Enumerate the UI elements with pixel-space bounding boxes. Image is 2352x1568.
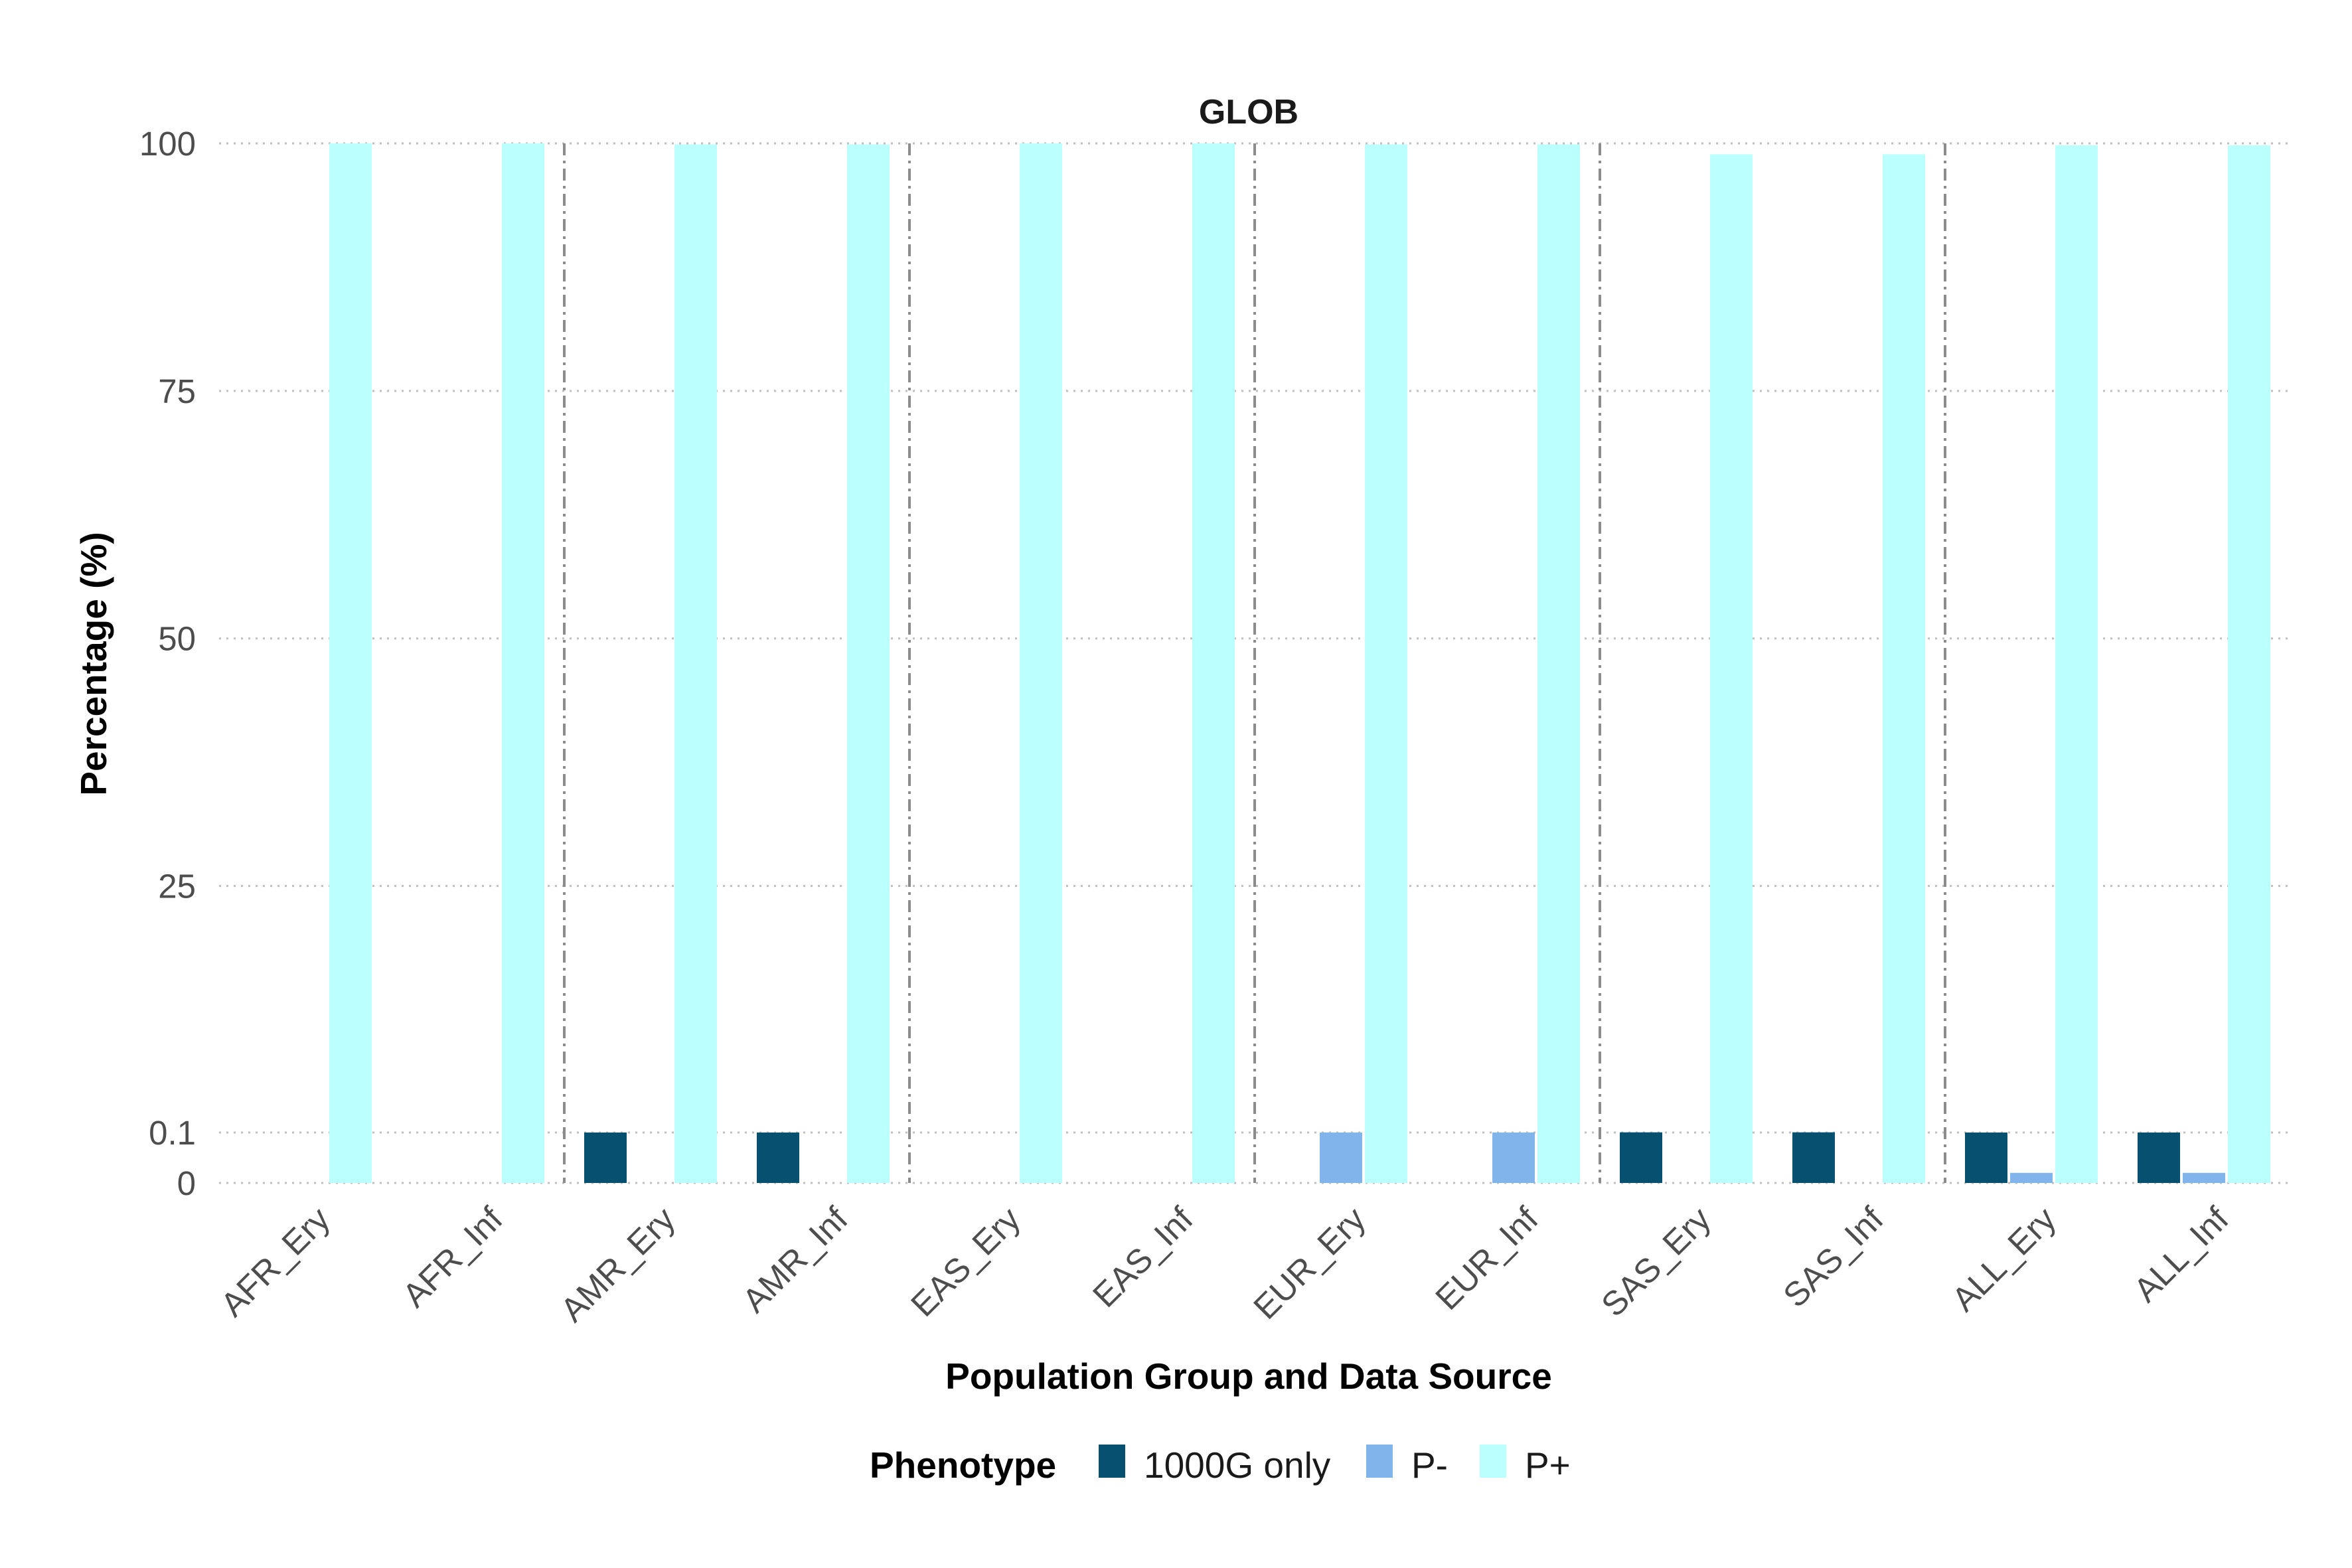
- y-axis-title: Percentage (%): [73, 532, 114, 795]
- bar-SAS_Inf-p-: [1883, 154, 1925, 1184]
- y-tick-label: 0.1: [149, 1114, 196, 1152]
- bar-SAS_Inf-1000g-only: [1792, 1132, 1835, 1183]
- x-tick-label: EUR_Ery: [1246, 1200, 1373, 1326]
- bar-AMR_Inf-p-: [847, 144, 890, 1184]
- legend-swatch: [1480, 1445, 1506, 1478]
- x-tick-label: AFR_Inf: [395, 1200, 510, 1314]
- legend-label: P-: [1411, 1445, 1448, 1486]
- x-axis-title: Population Group and Data Source: [945, 1356, 1552, 1397]
- x-tick-label: AFR_Ery: [213, 1200, 337, 1324]
- x-tick-label: AMR_Inf: [735, 1200, 855, 1320]
- bar-AFR_Ery-p-: [329, 143, 372, 1183]
- bar-ALL_Ery-p-: [2055, 145, 2098, 1183]
- bar-SAS_Ery-1000g-only: [1620, 1132, 1662, 1183]
- bar-EUR_Ery-p-: [1320, 1133, 1362, 1183]
- bar-AFR_Inf-p-: [502, 143, 544, 1183]
- bar-ALL_Ery-1000g-only: [1965, 1133, 2007, 1183]
- x-tick-label: ALL_Inf: [2126, 1200, 2236, 1309]
- y-tick-label: 100: [139, 125, 196, 163]
- x-tick-label: EUR_Inf: [1428, 1200, 1545, 1317]
- x-tick-label: SAS_Inf: [1776, 1200, 1891, 1314]
- y-tick-label: 75: [158, 372, 196, 410]
- bar-EAS_Inf-p-: [1192, 143, 1235, 1183]
- legend-label: P+: [1525, 1445, 1571, 1486]
- x-tick-label: EAS_Ery: [903, 1200, 1028, 1324]
- x-tick-label: EAS_Inf: [1085, 1200, 1200, 1314]
- x-tick-label: SAS_Ery: [1594, 1200, 1718, 1324]
- bar-ALL_Inf-p-: [2228, 145, 2270, 1183]
- bar-ALL_Ery-p-: [2010, 1172, 2053, 1183]
- bar-SAS_Ery-p-: [1710, 154, 1753, 1184]
- y-axis-ticks: 0 0.1 25 50 75 100: [139, 125, 196, 1202]
- bars: [329, 143, 2270, 1184]
- x-axis-ticks: AFR_Ery AFR_Inf AMR_Ery AMR_Inf EAS_Ery EAS_I…: [213, 1200, 2236, 1329]
- legend-label: 1000G only: [1144, 1445, 1331, 1486]
- group-separators: [563, 143, 1946, 1183]
- y-tick-label: 50: [158, 620, 196, 658]
- x-tick-label: AMR_Ery: [553, 1200, 682, 1329]
- bar-EUR_Ery-p-: [1365, 144, 1407, 1184]
- legend-swatch: [1366, 1445, 1393, 1478]
- bar-EUR_Inf-p-: [1537, 144, 1580, 1184]
- y-tick-label: 25: [158, 868, 196, 905]
- bar-AMR_Ery-1000g-only: [584, 1133, 627, 1183]
- bar-ALL_Inf-p-: [2183, 1172, 2225, 1183]
- legend-title: Phenotype: [870, 1445, 1056, 1486]
- bar-ALL_Inf-1000g-only: [2138, 1133, 2180, 1183]
- legend: Phenotype 1000G only P- P+: [870, 1445, 1571, 1486]
- bar-EUR_Inf-p-: [1492, 1133, 1535, 1183]
- bar-EAS_Ery-p-: [1020, 143, 1062, 1183]
- legend-swatch: [1099, 1445, 1125, 1478]
- bar-AMR_Inf-1000g-only: [757, 1133, 799, 1183]
- bar-AMR_Ery-p-: [674, 144, 717, 1184]
- y-tick-label: 0: [177, 1164, 196, 1202]
- x-tick-label: ALL_Ery: [1944, 1200, 2063, 1318]
- chart-title: GLOB: [1199, 93, 1298, 131]
